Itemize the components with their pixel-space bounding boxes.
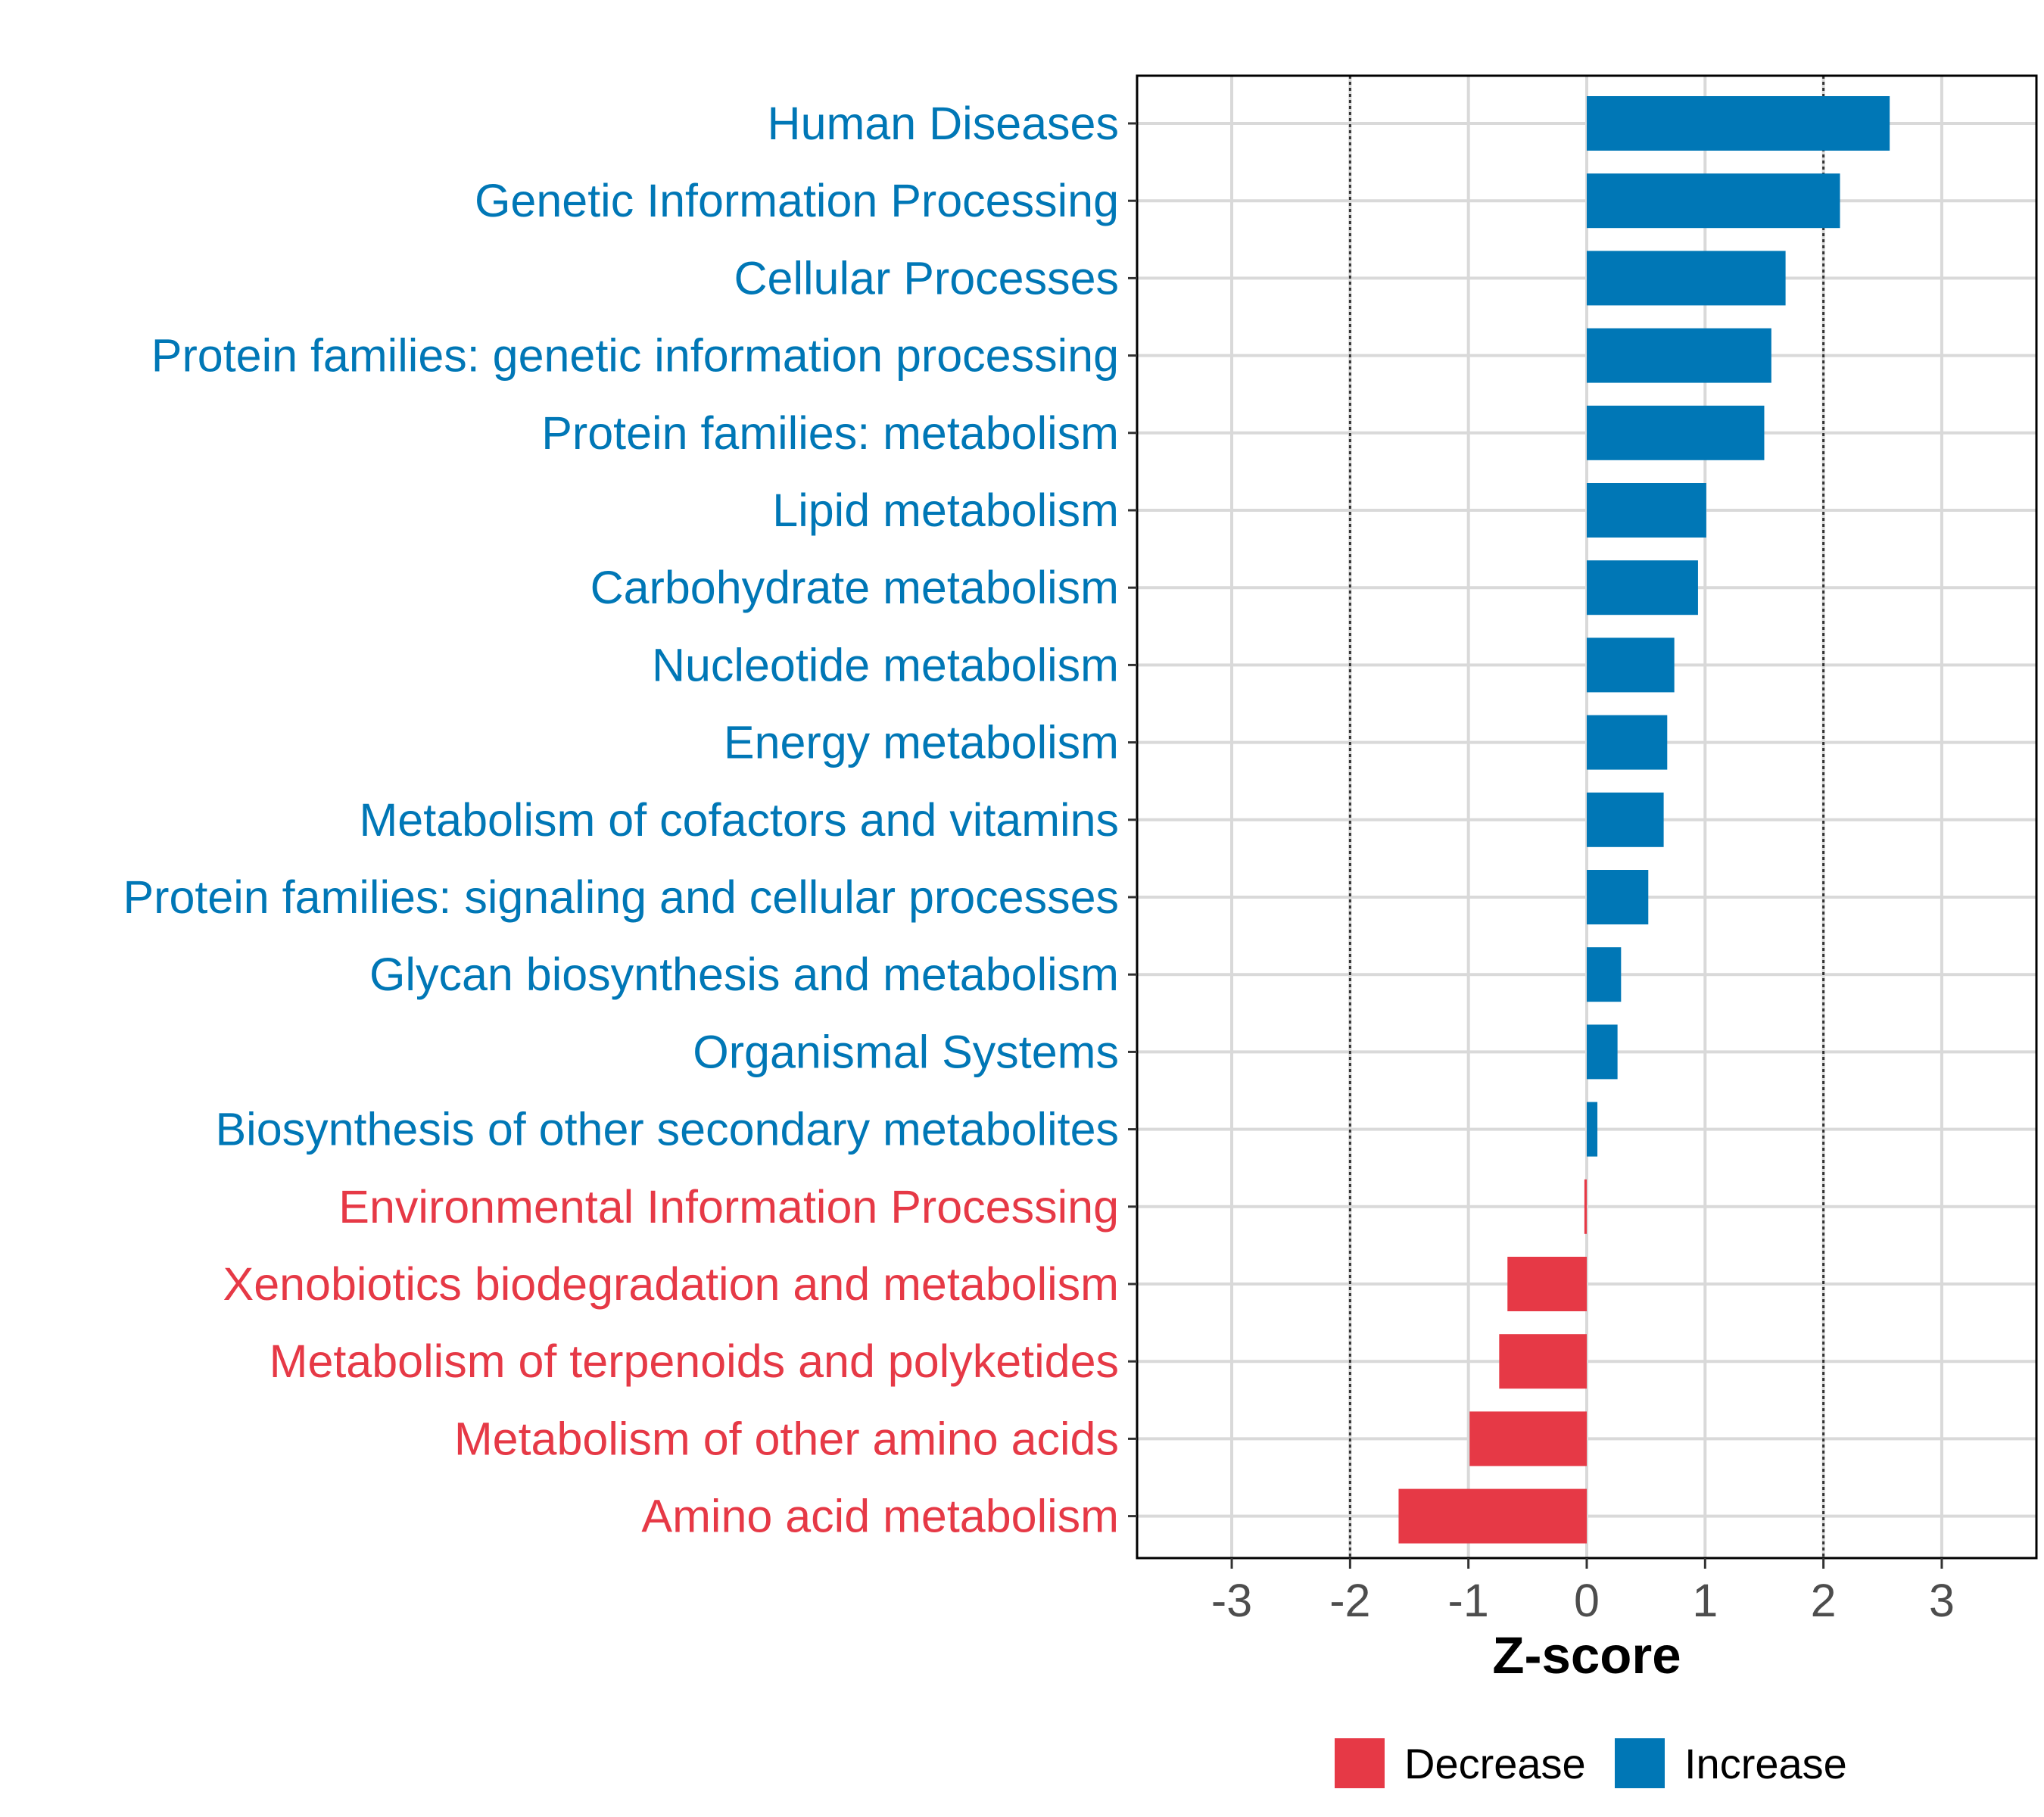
category-label: Protein families: metabolism [541, 407, 1119, 459]
bar [1587, 328, 1771, 383]
bar [1398, 1488, 1587, 1544]
x-tick-label: 0 [1574, 1575, 1600, 1626]
legend-label: Increase [1684, 1740, 1847, 1787]
y-axis-ticks [1128, 122, 1137, 1518]
category-label: Protein families: signaling and cellular… [123, 871, 1119, 923]
bar [1587, 715, 1668, 770]
x-tick-label: 1 [1692, 1575, 1718, 1626]
category-label: Environmental Information Processing [338, 1181, 1119, 1233]
bar [1469, 1411, 1587, 1466]
category-label: Cellular Processes [734, 252, 1119, 304]
bar [1587, 870, 1649, 924]
category-label: Metabolism of other amino acids [454, 1413, 1119, 1464]
bar [1587, 173, 1840, 229]
category-label: Protein families: genetic information pr… [151, 330, 1119, 382]
bar [1584, 1179, 1587, 1234]
x-tick-label: 3 [1929, 1575, 1955, 1626]
bars [1398, 96, 1890, 1544]
legend: Decrease Increase [1335, 1738, 1847, 1788]
category-label: Energy metabolism [724, 717, 1119, 768]
x-axis-ticks: -3 -2 -1 0 1 2 3 [1211, 1558, 1955, 1626]
category-label: Genetic Information Processing [475, 175, 1119, 226]
bar [1587, 96, 1890, 151]
category-label: Nucleotide metabolism [652, 639, 1119, 690]
bar [1587, 251, 1786, 306]
bar [1587, 483, 1706, 538]
x-tick-label: 2 [1811, 1575, 1837, 1626]
bar [1507, 1257, 1587, 1311]
category-label: Metabolism of cofactors and vitamins [359, 794, 1119, 846]
category-label: Lipid metabolism [772, 485, 1119, 536]
threshold-lines [1348, 76, 1825, 1558]
bar [1499, 1334, 1587, 1389]
category-label: Biosynthesis of other secondary metaboli… [215, 1104, 1119, 1155]
legend-swatch [1335, 1738, 1385, 1788]
legend-label: Decrease [1404, 1740, 1586, 1787]
x-tick-label: -1 [1448, 1575, 1489, 1626]
category-label: Glycan biosynthesis and metabolism [369, 949, 1119, 1000]
bar [1587, 637, 1675, 693]
category-label: Amino acid metabolism [641, 1491, 1119, 1542]
category-label: Human Diseases [768, 98, 1119, 149]
x-tick-label: -3 [1211, 1575, 1252, 1626]
category-label: Metabolism of terpenoids and polyketides [270, 1335, 1119, 1387]
bar [1587, 947, 1622, 1002]
category-label: Carbohydrate metabolism [590, 562, 1119, 613]
legend-swatch [1615, 1738, 1665, 1788]
x-axis-title: Z-score [1492, 1626, 1681, 1685]
x-tick-label: -2 [1329, 1575, 1370, 1626]
bar [1587, 405, 1765, 460]
bar [1587, 560, 1698, 616]
bar [1587, 1024, 1618, 1080]
y-axis-labels: Human Diseases Genetic Information Proces… [123, 98, 1119, 1542]
category-label: Xenobiotics biodegradation and metabolis… [223, 1258, 1119, 1310]
bar [1587, 1102, 1598, 1157]
bar [1587, 792, 1664, 847]
category-label: Organismal Systems [693, 1026, 1119, 1077]
